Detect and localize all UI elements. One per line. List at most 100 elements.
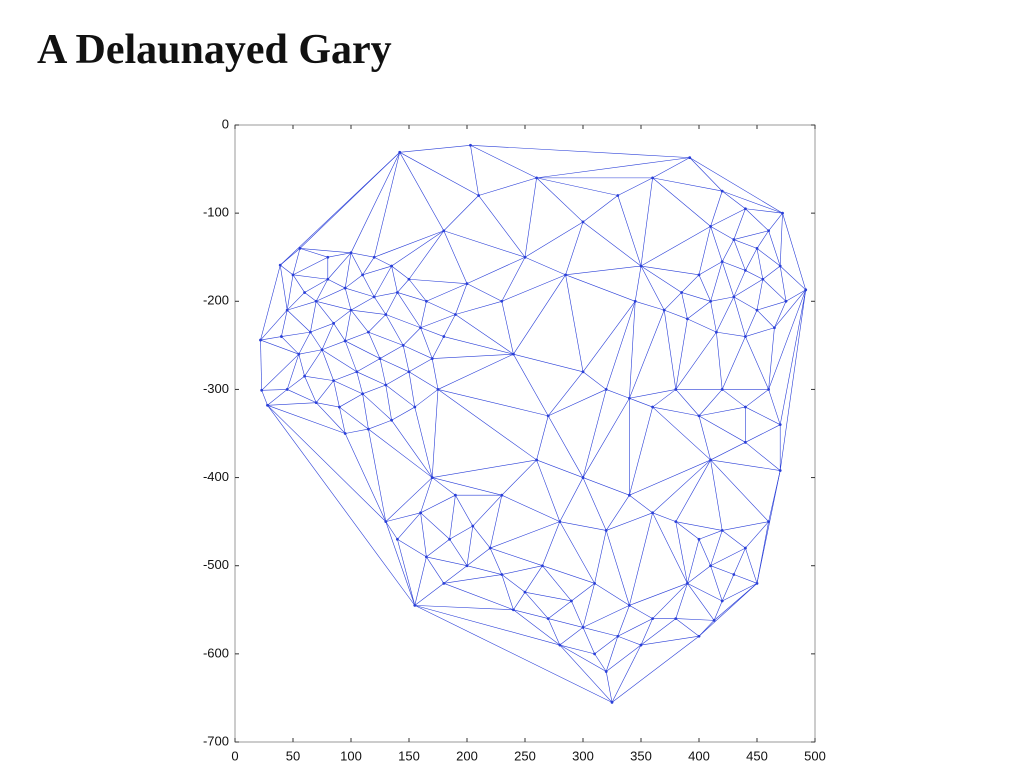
mesh-edge [299,248,328,258]
mesh-edge [350,252,375,258]
mesh-vertex [384,313,388,316]
mesh-edge [745,424,781,443]
mesh-edge [721,336,746,390]
mesh-edge [675,521,700,540]
mesh-vertex [488,546,492,550]
mesh-edge [478,177,537,196]
mesh-edge [721,574,735,602]
mesh-edge [582,605,630,628]
mesh-vertex [384,383,388,387]
mesh-edge [652,406,700,417]
mesh-edge [768,230,781,267]
mesh-edge [565,221,584,275]
mesh-edge [391,406,415,421]
mesh-vertex [697,273,701,277]
mesh-vertex [465,564,469,568]
mesh-edge [356,371,386,386]
mesh-vertex [442,335,446,338]
mesh-edge [466,547,491,566]
mesh-edge [768,327,775,390]
mesh-vertex [512,352,515,356]
mesh-edge [466,526,474,566]
mesh-edge [617,177,653,196]
mesh-edge [710,459,723,531]
mesh-edge [524,256,566,276]
mesh-edge [362,384,386,395]
mesh-edge [722,583,758,602]
x-tick-label: 300 [572,748,594,763]
mesh-edge [605,671,613,703]
mesh-vertex [465,282,469,286]
mesh-edge [443,314,456,337]
mesh-edge [756,279,764,311]
mesh-edge [443,336,514,355]
mesh-edge [756,248,781,267]
mesh-edge [721,239,735,262]
mesh-edge [611,635,700,703]
mesh-edge [768,212,783,231]
mesh-edge [582,627,595,654]
mesh-edge [698,415,746,443]
mesh-edge [339,393,363,408]
mesh-vertex [778,423,782,427]
mesh-edge [368,332,381,359]
mesh-vertex [674,388,678,391]
mesh-edge [260,309,288,341]
mesh-vertex [633,299,637,303]
mesh-edge [449,525,473,540]
mesh-edge [762,279,787,302]
mesh-edge [722,521,769,531]
mesh-vertex [413,405,417,409]
mesh-edge [443,565,468,584]
mesh-edge [350,309,386,315]
mesh-edge [547,415,584,478]
mesh-edge [344,310,352,342]
x-tick-label: 50 [286,748,300,763]
mesh-vertex [604,529,608,532]
mesh-edge [281,336,300,355]
mesh-vertex [372,295,376,299]
mesh-edge [756,300,787,311]
mesh-edge [513,274,566,355]
mesh-edge [385,292,398,315]
mesh-edge [745,327,775,337]
mesh-vertex [604,388,608,391]
mesh-edge [594,583,630,606]
mesh-edge [606,644,642,672]
mesh-vertex [767,229,770,233]
mesh-edge [745,442,781,471]
mesh-edge [304,292,317,302]
mesh-vertex [686,317,689,321]
mesh-edge [710,208,746,227]
mesh-vertex [616,634,620,638]
mesh-vertex [378,357,382,360]
mesh-edge [385,371,410,386]
mesh-edge [536,157,690,179]
mesh-edge [281,310,288,337]
mesh-edge [391,230,444,267]
mesh-edge [414,605,560,646]
mesh-edge [426,539,450,558]
mesh-edge [385,521,416,606]
mesh-edge [565,265,642,276]
mesh-edge [681,292,711,302]
mesh-edge [689,157,783,214]
mesh-edge [652,177,711,227]
mesh-edge [501,301,514,355]
mesh-edge [548,600,572,619]
mesh-edge [327,252,352,258]
mesh-edge [443,230,526,258]
mesh-edge [350,252,363,275]
mesh-edge [652,583,688,619]
mesh-edge [782,213,807,290]
mesh-edge [524,221,584,258]
mesh-vertex [535,176,538,180]
mesh-edge [652,459,711,514]
mesh-vertex [604,670,608,673]
mesh-edge [675,521,723,531]
y-tick-label: 0 [222,116,229,131]
mesh-edge [399,152,479,196]
mesh-edge [716,296,735,333]
mesh-edge [321,323,334,350]
